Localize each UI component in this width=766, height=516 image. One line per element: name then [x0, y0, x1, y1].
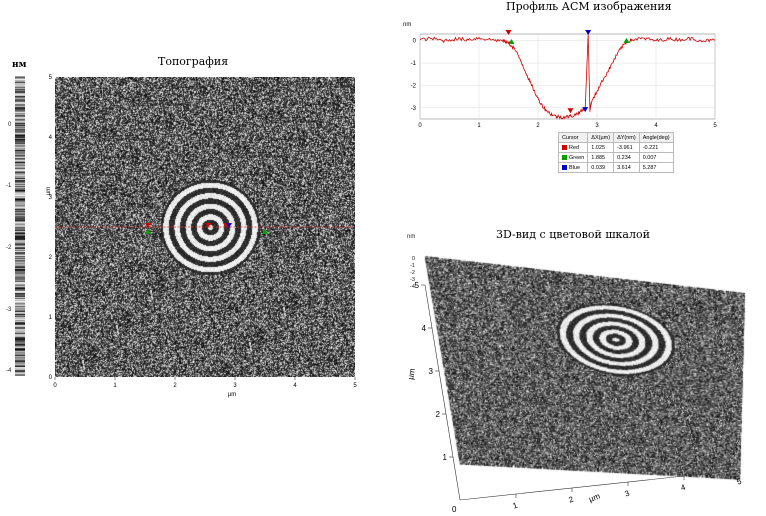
blue-swatch — [562, 164, 567, 170]
profile-title: Профиль АСМ изображения — [506, 0, 672, 13]
y-tick-label: -1 — [411, 61, 417, 67]
angle-value: -0.221 — [638, 142, 674, 153]
cursor-marker — [226, 223, 232, 228]
colorbar-tick-1: -1 — [6, 183, 12, 189]
y-tick-label: 1 — [49, 315, 53, 321]
cursor-name: Green — [569, 154, 585, 161]
x-axis-line — [459, 469, 741, 501]
y-tick-label: 2 — [436, 410, 441, 419]
x-tick-label: 3 — [233, 383, 237, 389]
profile-marker — [623, 37, 630, 43]
cursor-marker — [262, 229, 268, 234]
colorbar-tick-4: -4 — [6, 368, 12, 374]
colorbar-tick-2: -2 — [6, 245, 12, 251]
view3d-z-tick-3: -3 — [410, 277, 415, 283]
x-tick-label: 5 — [353, 383, 357, 389]
origin-label: 0 — [452, 505, 457, 514]
y-tick-label: 0 — [49, 375, 53, 381]
x-tick-label: 5 — [713, 123, 717, 128]
profile-series-line — [419, 32, 716, 120]
table-row[interactable]: Green 1.885 0.234 0.007 — [557, 152, 674, 163]
cursor-table: Cursor ΔX(µm) ΔY(nm) Angle(deg) Red 1.02… — [557, 132, 674, 173]
colorbar-tick-3: -3 — [6, 307, 12, 313]
x-tick-label: 3 — [624, 488, 632, 498]
view3d-surface[interactable] — [415, 248, 760, 498]
cursor-marker — [145, 223, 151, 228]
x-tick-label: 1 — [512, 500, 520, 510]
x-tick-label: 3 — [595, 123, 599, 128]
y-tick-label: 2 — [49, 255, 53, 261]
y-tick-label: -3 — [411, 106, 417, 112]
view3d-z-tick-0: 0 — [412, 256, 416, 262]
x-tick-label: 4 — [680, 482, 688, 492]
y-tick-label: -2 — [411, 83, 417, 89]
dx-value: 1.885 — [587, 152, 615, 163]
y-tick-label: 3 — [429, 367, 434, 376]
x-tick-label: 2 — [173, 383, 177, 389]
green-swatch — [562, 154, 567, 160]
view3d-z-tick-4: -4 — [410, 284, 415, 290]
topography-title: Топография — [158, 55, 229, 68]
cursor-name: Red — [569, 144, 580, 151]
x-tick-label: 0 — [418, 123, 422, 128]
cursor-marker — [145, 229, 151, 234]
y-tick-label: 1 — [443, 453, 448, 462]
profile-marker — [505, 30, 512, 35]
y-tick-label: 4 — [49, 135, 53, 141]
angle-header: Angle(deg) — [638, 132, 674, 143]
cursor-header: Cursor — [557, 132, 589, 143]
x-tick-label: 2 — [536, 123, 540, 128]
cursor-marker — [205, 223, 211, 228]
y-axis-line — [424, 284, 461, 501]
topography-colorbar — [15, 76, 25, 376]
view3d-z-tick-1: -1 — [410, 263, 415, 269]
dx-header: ΔX(µm) — [587, 132, 615, 143]
colorbar-tick-0: 0 — [8, 122, 12, 128]
y-tick-label: 3 — [49, 195, 53, 201]
dy-value: -3.961 — [613, 142, 640, 153]
view3d-axes: 1 2 3 4 5 µm 0 1 2 3 4 5 µm — [406, 281, 744, 514]
y-tick-label: 4 — [422, 324, 427, 333]
profile-marker — [582, 107, 589, 113]
red-swatch — [562, 144, 567, 150]
y-tick-label: 5 — [415, 281, 420, 290]
angle-value: 5.287 — [638, 162, 674, 173]
x-tick-label: 1 — [113, 383, 117, 389]
x-tick-label: 4 — [293, 383, 297, 389]
y-axis-label: µm — [406, 367, 417, 380]
y-tick-label: 5 — [49, 75, 53, 81]
view3d-z-unit: nm — [407, 234, 416, 240]
x-axis-label: µm — [228, 392, 236, 398]
x-tick-label: 1 — [477, 123, 481, 128]
dy-value: 3.614 — [613, 162, 640, 173]
colorbar-unit-label: нм — [12, 60, 27, 70]
dy-value: 0.234 — [613, 152, 640, 163]
dx-value: 0.039 — [587, 162, 615, 173]
profile-marker — [585, 30, 592, 35]
dx-value: 1.025 — [587, 142, 615, 153]
view3d-title: 3D-вид с цветовой шкалой — [496, 228, 650, 241]
view3d-z-tick-2: -2 — [410, 270, 415, 276]
y-tick-label: 0 — [413, 39, 417, 45]
table-row[interactable]: Red 1.025 -3.961 -0.221 — [557, 142, 674, 153]
table-row[interactable]: Blue 0.039 3.614 5.287 — [557, 162, 674, 173]
plot-area — [419, 33, 716, 120]
dy-header: ΔY(nm) — [613, 132, 640, 143]
y-axis-label: µm — [46, 187, 52, 195]
angle-value: 0.007 — [638, 152, 674, 163]
topography-axes: 0 1 2 3 4 5 µm 0 1 2 3 4 5 µm — [46, 75, 357, 398]
cursor-name: Blue — [569, 164, 581, 171]
x-tick-label: 2 — [568, 494, 576, 504]
x-tick-label: 0 — [53, 383, 57, 389]
y-axis-label: nm — [403, 22, 411, 28]
x-tick-label: 4 — [654, 123, 658, 128]
profile-marker — [508, 38, 515, 44]
profile-marker — [567, 108, 574, 114]
x-axis-label: µm — [588, 491, 602, 503]
x-tick-label: 5 — [736, 476, 744, 486]
